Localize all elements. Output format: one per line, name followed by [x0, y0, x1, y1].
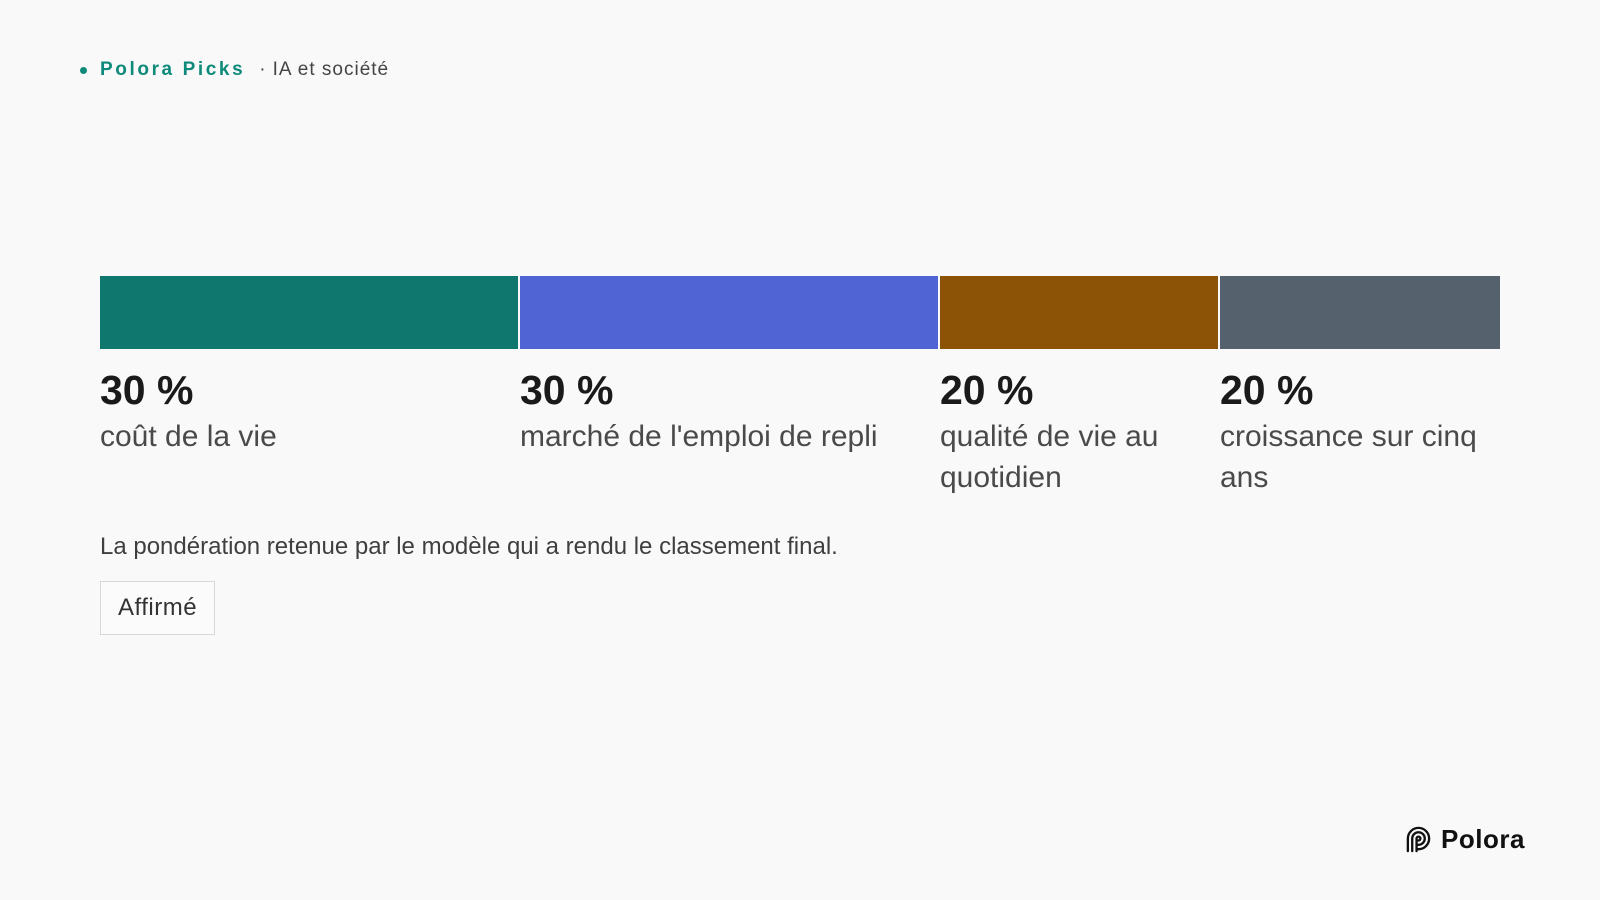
polora-logo-icon [1406, 826, 1431, 853]
stacked-bar [100, 276, 1500, 349]
segment-value: 20 % [1220, 367, 1314, 413]
logo-text: Polora [1441, 824, 1525, 854]
segment-category: coût de la vie [100, 420, 277, 453]
segment-label: 30 % marché de l'emploi de repli [520, 366, 924, 457]
brand-name: Polora Picks [100, 59, 246, 80]
segment-label: 20 % croissance sur cinq ans [1220, 366, 1484, 498]
chart-caption: La pondération retenue par le modèle qui… [100, 533, 838, 560]
segment-category: qualité de vie au quotidien [940, 420, 1159, 494]
stacked-bar-chart: 30 % coût de la vie 30 % marché de l'emploi… [100, 276, 1500, 536]
segment-value: 20 % [940, 367, 1034, 413]
polora-logo: Polora [1404, 824, 1525, 855]
segment-category: croissance sur cinq ans [1220, 420, 1477, 494]
segment-category: marché de l'emploi de repli [520, 420, 878, 453]
bar-segment [940, 276, 1218, 349]
page-header: Polora Picks · IA et société [80, 59, 389, 81]
bar-segment [520, 276, 938, 349]
header-topic: IA et société [272, 59, 390, 80]
segment-value: 30 % [520, 367, 614, 413]
segment-value: 30 % [100, 367, 194, 413]
header-separator: · [259, 59, 267, 80]
bar-segment [100, 276, 518, 349]
segment-label: 30 % coût de la vie [100, 366, 504, 457]
segment-label: 20 % qualité de vie au quotidien [940, 366, 1204, 498]
bar-segment [1220, 276, 1500, 349]
status-badge: Affirmé [100, 581, 216, 635]
brand-dot-icon [80, 66, 87, 74]
